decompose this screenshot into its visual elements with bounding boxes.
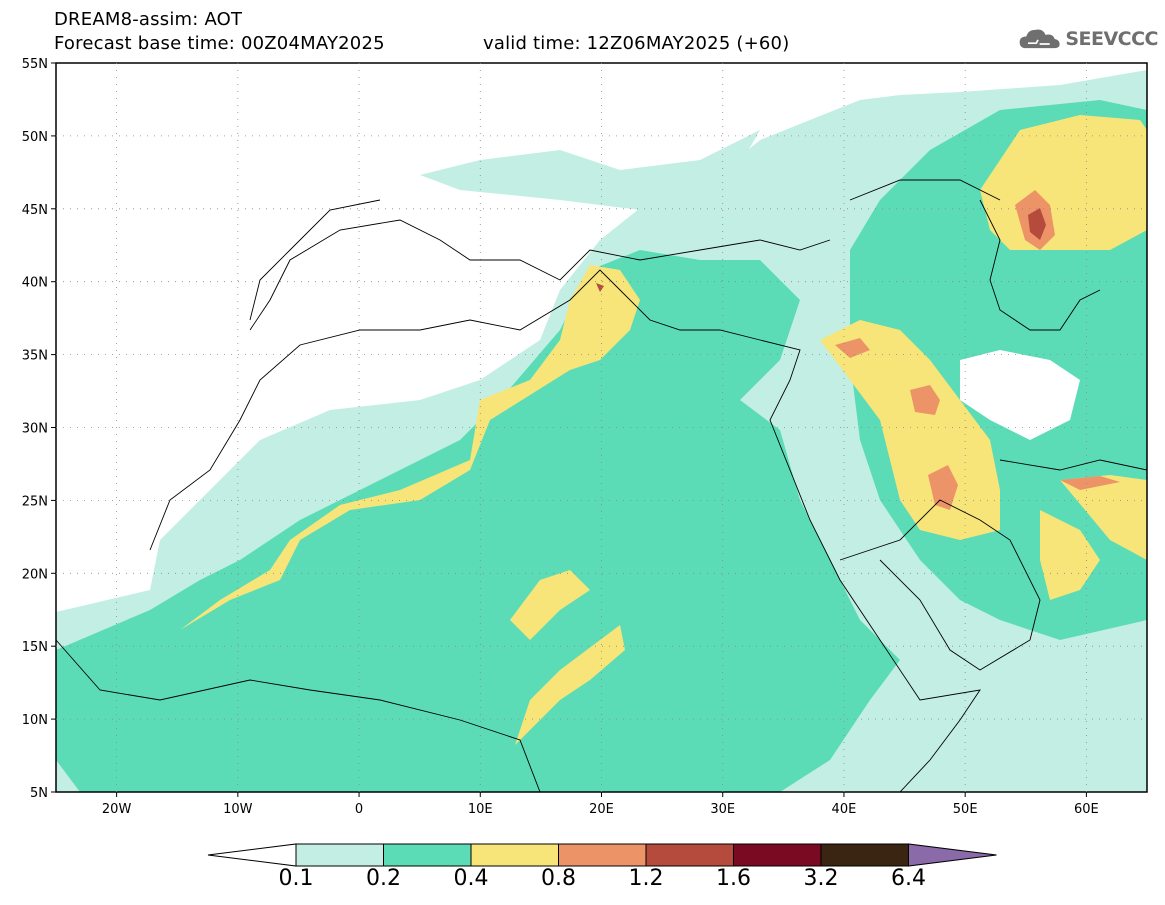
- aot-contour-1.2: [596, 283, 604, 292]
- aot-contour-0.4: [1060, 475, 1147, 560]
- colorbar-label: 0.4: [453, 866, 489, 891]
- colorbar-label: 3.2: [803, 866, 839, 891]
- lon-label: 0: [355, 802, 363, 817]
- lat-label: 50N: [22, 130, 48, 145]
- lon-label: 20W: [102, 802, 132, 817]
- colorbar-label: 1.6: [716, 866, 751, 891]
- lat-label: 5N: [30, 786, 48, 801]
- lon-label: 30E: [710, 802, 735, 817]
- lat-label: 15N: [22, 640, 48, 655]
- aot-contour-0.4: [1040, 510, 1100, 600]
- forecast-base-time: Forecast base time: 00Z04MAY2025: [54, 33, 385, 54]
- aot-contour-0.4: [515, 625, 625, 745]
- aot-contour-0.2: [960, 350, 1080, 440]
- aot-contour-0.8: [1060, 476, 1120, 490]
- lat-label: 20N: [22, 567, 48, 582]
- aot-contour-0.1: [420, 130, 760, 210]
- aot-contour-0.8: [910, 385, 940, 415]
- map-axes: 55N 50N 45N 40N 35N 30N 25N 20N 15N 10N 5N 20W 10W 0 1…: [22, 57, 1099, 817]
- lon-label: 50E: [953, 802, 978, 817]
- lon-label: 10E: [468, 802, 493, 817]
- aot-contour-0.8: [928, 465, 958, 510]
- graticule: [56, 63, 1147, 792]
- lon-label: 60E: [1074, 802, 1099, 817]
- aot-contour-0.4: [180, 265, 640, 630]
- aot-contour-1.2: [1028, 208, 1046, 240]
- colorbar-label: 0.2: [366, 866, 401, 891]
- aot-contour-0.2: [56, 250, 900, 792]
- lon-label: 20E: [589, 802, 614, 817]
- lon-label: 10W: [223, 802, 253, 817]
- lat-label: 10N: [22, 713, 48, 728]
- seevccc-logo: SEEVCCC: [1018, 22, 1158, 56]
- logo-text: SEEVCCC: [1065, 28, 1158, 50]
- lat-label: 30N: [22, 422, 48, 437]
- coastlines: [56, 179, 1147, 792]
- lat-label: 55N: [22, 57, 48, 72]
- cloud-icon: [1019, 29, 1060, 49]
- lon-label: 40E: [832, 802, 857, 817]
- lat-label: 45N: [22, 203, 48, 218]
- lat-label: 25N: [22, 494, 48, 509]
- colorbar-label: 6.4: [891, 866, 926, 891]
- lat-label: 40N: [22, 276, 48, 291]
- colorbar-label: 0.1: [278, 866, 314, 891]
- colorbar-label: 1.2: [628, 866, 664, 891]
- chart-title: DREAM8-assim: AOT: [54, 9, 243, 30]
- lat-label: 35N: [22, 349, 48, 364]
- aot-contour-0.4: [510, 570, 590, 640]
- colorbar-label: 0.8: [541, 866, 576, 891]
- valid-time: valid time: 12Z06MAY2025 (+60): [483, 33, 790, 54]
